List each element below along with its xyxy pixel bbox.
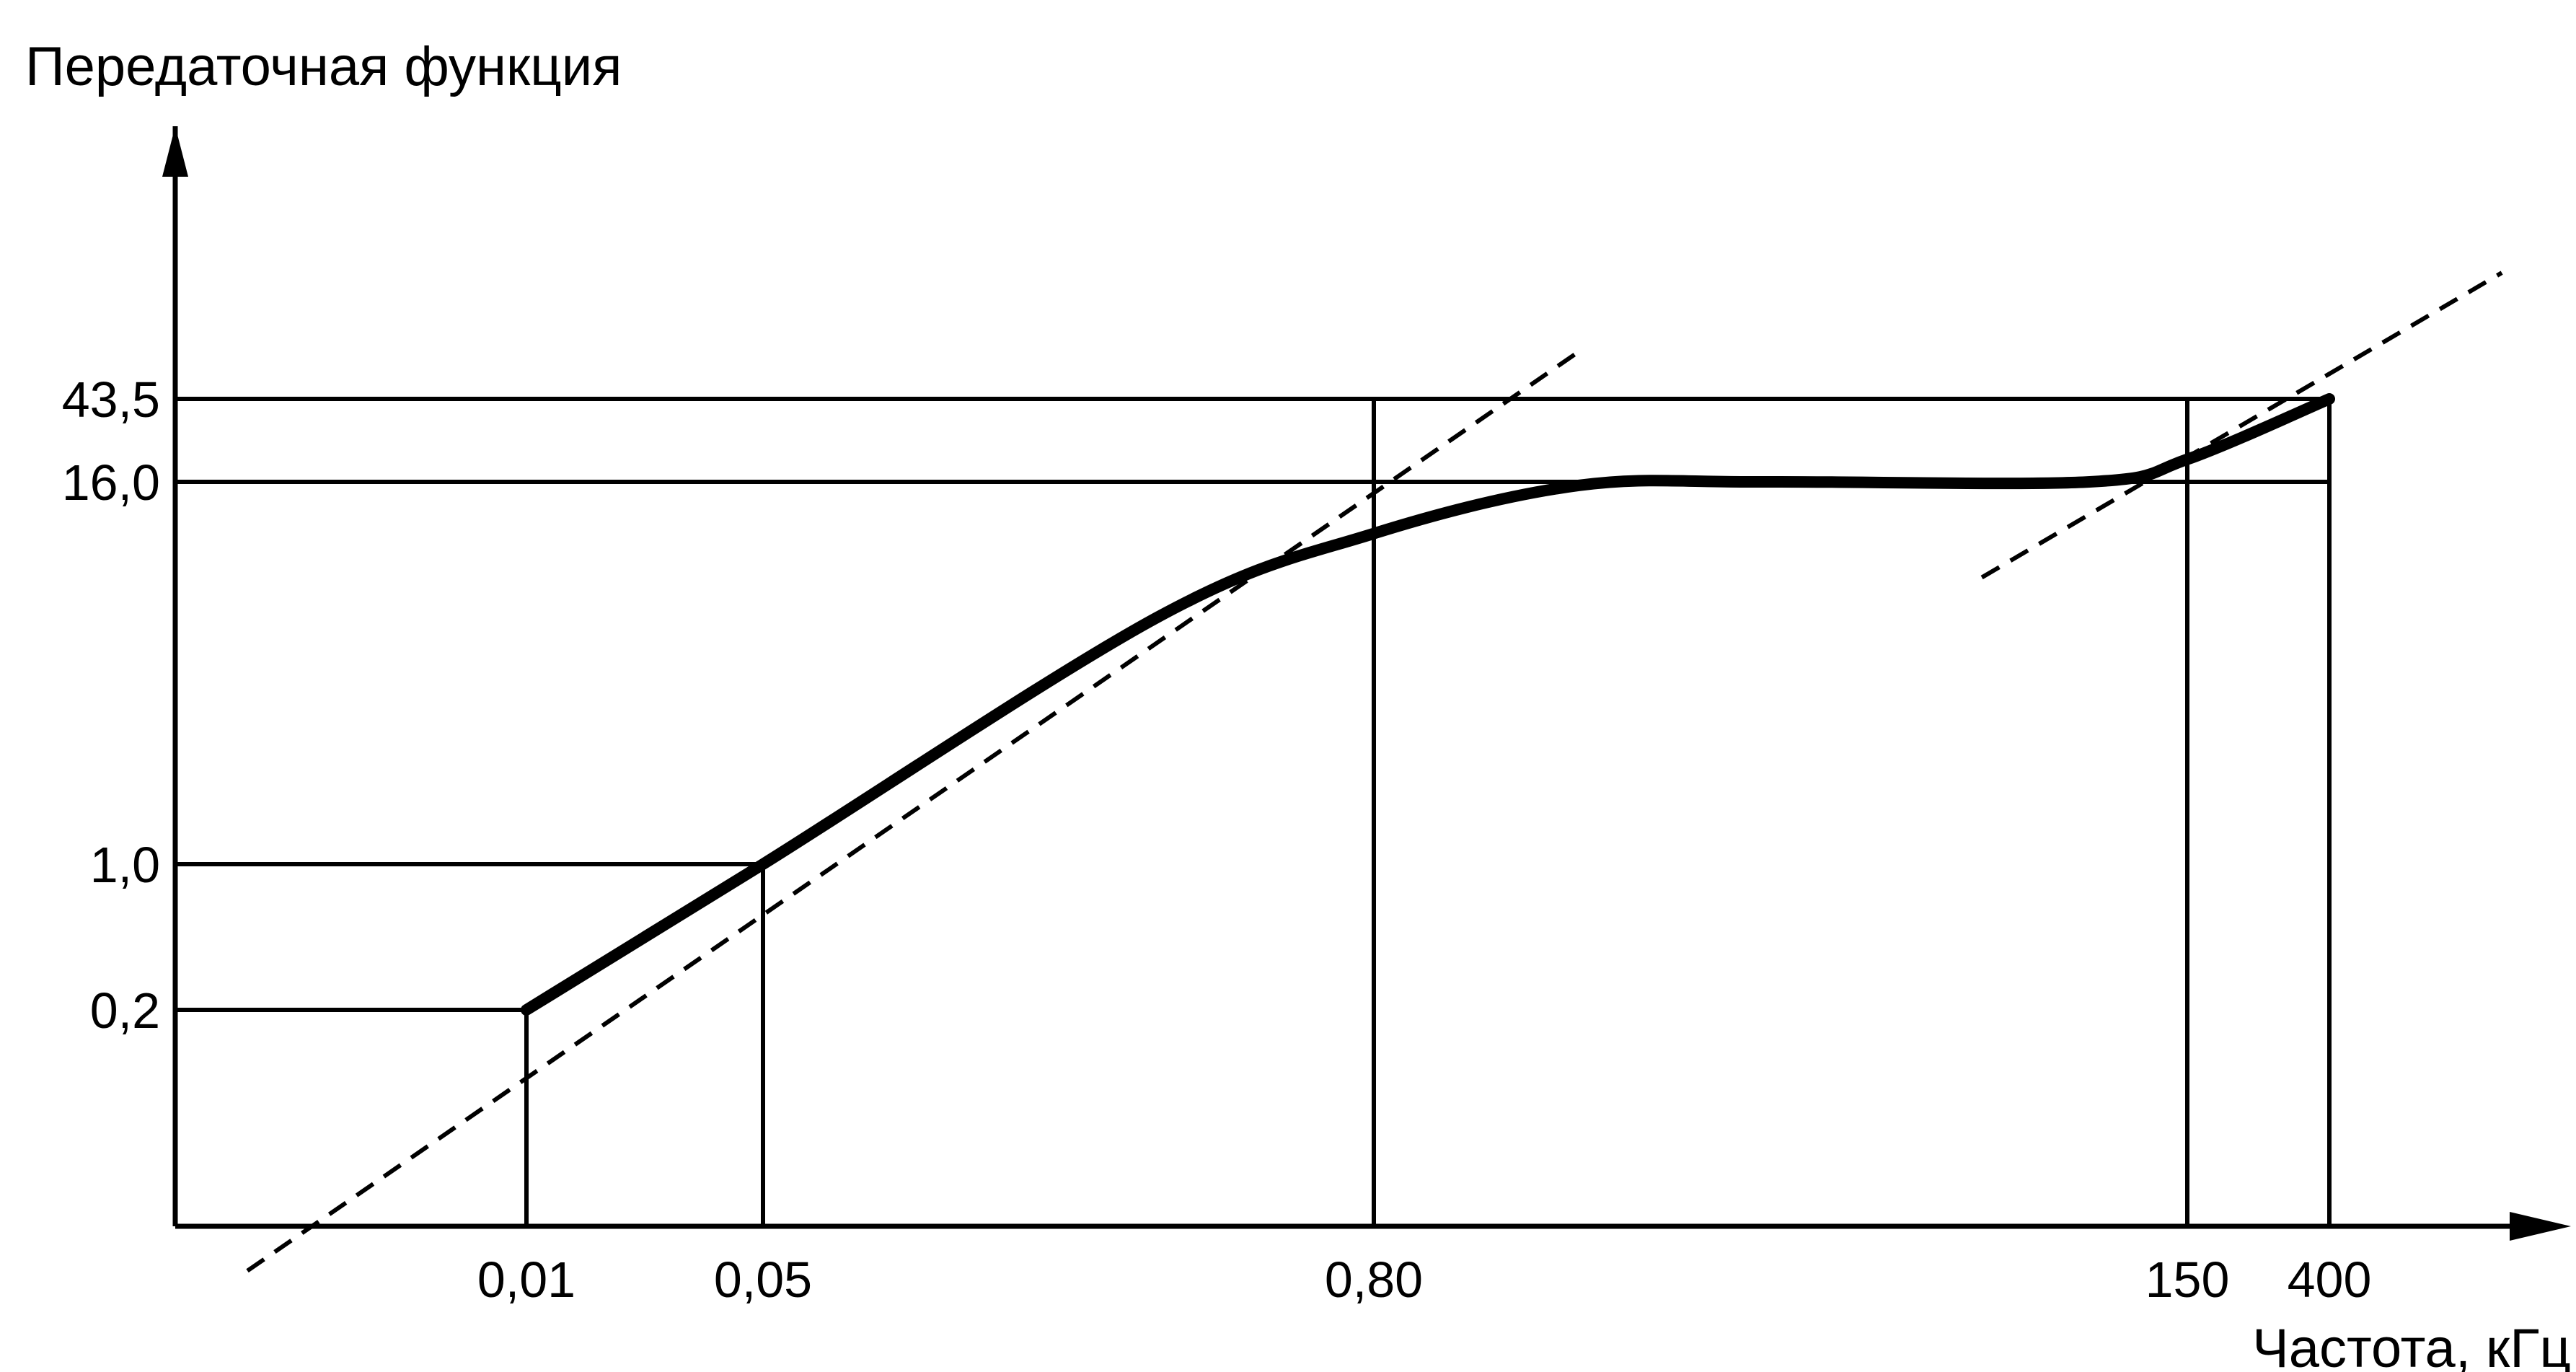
x-tick-label: 150 [2145, 1252, 2230, 1308]
series-line-dashed-2 [1980, 271, 2503, 580]
y-tick-label: 43,5 [62, 371, 160, 428]
x-tick-label: 400 [2288, 1252, 2372, 1308]
reference-lines [175, 397, 2332, 1226]
series-line-dashed-1 [246, 349, 1581, 1273]
y-tick-label: 0,2 [90, 982, 160, 1039]
y-tick-label: 16,0 [62, 454, 160, 511]
x-axis-label: Частота, кГц [2252, 1318, 2571, 1372]
tick-labels: 0,2 1,0 16,0 43,5 0,01 0,05 0,80 150 400 [62, 371, 2372, 1308]
y-axis-label: Передаточная функция [25, 36, 622, 97]
x-tick-label: 0,01 [477, 1252, 575, 1308]
axes [162, 126, 2571, 1241]
x-tick-label: 0,05 [714, 1252, 812, 1308]
y-tick-label: 1,0 [90, 837, 160, 893]
x-tick-label: 0,80 [1325, 1252, 1423, 1308]
series-group [246, 271, 2503, 1273]
x-axis-arrow [2510, 1212, 2571, 1241]
series-line-transfer-function [521, 393, 2335, 1016]
y-axis-arrow [162, 126, 188, 177]
